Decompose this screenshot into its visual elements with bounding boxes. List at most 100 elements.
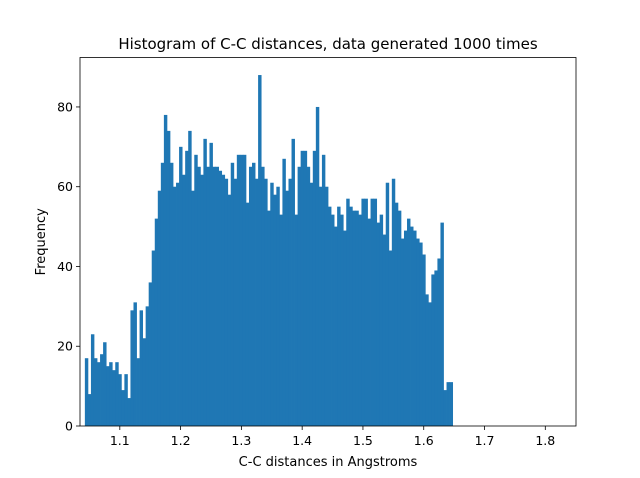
histogram-bar: [328, 206, 332, 426]
histogram-bar: [419, 242, 423, 426]
histogram-bar: [355, 210, 359, 426]
histogram-bar: [276, 186, 280, 426]
histogram-bar: [176, 182, 180, 426]
histogram-bar: [379, 214, 384, 426]
histogram-bar: [388, 250, 393, 426]
histogram-bar: [188, 130, 192, 426]
histogram-bar: [258, 75, 262, 427]
histogram-bar: [194, 154, 198, 427]
histogram-bar: [443, 390, 447, 426]
histogram-bar: [264, 178, 268, 426]
histogram-bar: [242, 154, 247, 427]
histogram-bar: [385, 182, 390, 426]
histogram-bar: [300, 150, 305, 427]
histogram-bar: [312, 150, 317, 427]
histogram-bar: [407, 218, 411, 426]
histogram-bar: [361, 198, 365, 426]
histogram-bar: [324, 186, 329, 426]
histogram-bar: [124, 374, 128, 426]
histogram-bar: [416, 238, 420, 426]
histogram-bar: [446, 382, 450, 426]
y-tick-label: 20: [57, 339, 73, 354]
histogram-bar: [273, 194, 277, 426]
histogram-bar: [227, 194, 232, 426]
histogram-bar: [163, 114, 168, 426]
histogram-bar: [103, 342, 107, 426]
x-tick-label: 1.1: [110, 433, 130, 448]
histogram-bar: [352, 210, 356, 426]
histogram-bar: [157, 190, 162, 426]
histogram-bar: [403, 230, 408, 426]
histogram-bar: [84, 358, 89, 426]
histogram-bar: [160, 162, 165, 427]
histogram-bar: [127, 398, 131, 426]
histogram-bar: [431, 274, 435, 426]
histogram-bar: [109, 362, 113, 426]
histogram-bar: [391, 178, 396, 426]
histogram-bar: [267, 210, 271, 426]
histogram-bar: [142, 338, 147, 426]
histogram-bar: [400, 238, 405, 426]
y-tick-label: 40: [57, 259, 73, 274]
histogram-bar: [173, 186, 177, 426]
histogram-bar: [334, 226, 338, 426]
y-tick-label: 0: [65, 419, 73, 434]
histogram-bar: [148, 282, 153, 426]
histogram-bar: [154, 218, 159, 426]
histogram-bar: [303, 150, 308, 427]
histogram-bar: [337, 206, 341, 426]
x-tick-label: 1.8: [535, 433, 555, 448]
histogram-bar: [288, 178, 292, 426]
histogram-bar: [224, 178, 229, 426]
histogram-bar: [212, 166, 216, 426]
histogram-bar: [130, 310, 134, 426]
histogram-bar: [136, 358, 140, 426]
x-tick-label: 1.4: [292, 433, 312, 448]
histogram-bar: [115, 362, 119, 426]
histogram-bar: [382, 234, 387, 426]
plot-frame: [79, 57, 577, 427]
histogram-bar: [440, 222, 444, 426]
histogram-bar: [425, 294, 429, 426]
histogram-bar: [394, 202, 399, 426]
histogram-bar: [270, 182, 274, 426]
x-tick-label: 1.5: [353, 433, 373, 448]
histogram-bar: [297, 166, 302, 426]
histogram-bar: [294, 214, 299, 426]
y-tick-label: 80: [57, 99, 73, 114]
histogram-bar: [364, 198, 368, 426]
chart-title: Histogram of C-C distances, data generat…: [118, 35, 537, 53]
histogram-bar: [321, 154, 326, 427]
histogram-bar: [367, 218, 371, 426]
histogram-bar: [340, 214, 344, 426]
histogram-bar: [230, 162, 235, 427]
histogram-bar: [106, 366, 110, 426]
histogram-bar: [182, 174, 186, 426]
x-tick-label: 1.3: [231, 433, 251, 448]
histogram-bar: [145, 306, 150, 426]
histogram-bar: [185, 150, 189, 427]
histogram-bar: [139, 310, 144, 426]
histogram-bar: [428, 302, 432, 426]
histogram-bar: [206, 166, 210, 426]
histogram-bar: [118, 374, 122, 426]
histogram-bar: [97, 362, 101, 426]
y-axis-label: Frequency: [34, 208, 49, 275]
histogram-bar: [166, 130, 171, 426]
histogram-bar: [449, 382, 454, 426]
y-axis-ticks: 0 20 40 60 80: [57, 99, 80, 434]
histogram-bar: [413, 230, 417, 426]
histogram-bar: [343, 230, 347, 426]
histogram-bar: [306, 166, 311, 426]
histogram-bar: [151, 250, 156, 426]
histogram-bar: [209, 142, 213, 426]
histogram-bar: [291, 138, 295, 426]
histogram-bar: [197, 166, 201, 426]
histogram-bar: [87, 394, 92, 426]
histogram-bar: [93, 358, 98, 426]
histogram-bar: [121, 390, 125, 426]
histogram-bar: [349, 206, 353, 426]
histogram-bar: [315, 106, 320, 426]
x-tick-label: 1.2: [171, 433, 191, 448]
histogram-bar: [100, 354, 104, 426]
